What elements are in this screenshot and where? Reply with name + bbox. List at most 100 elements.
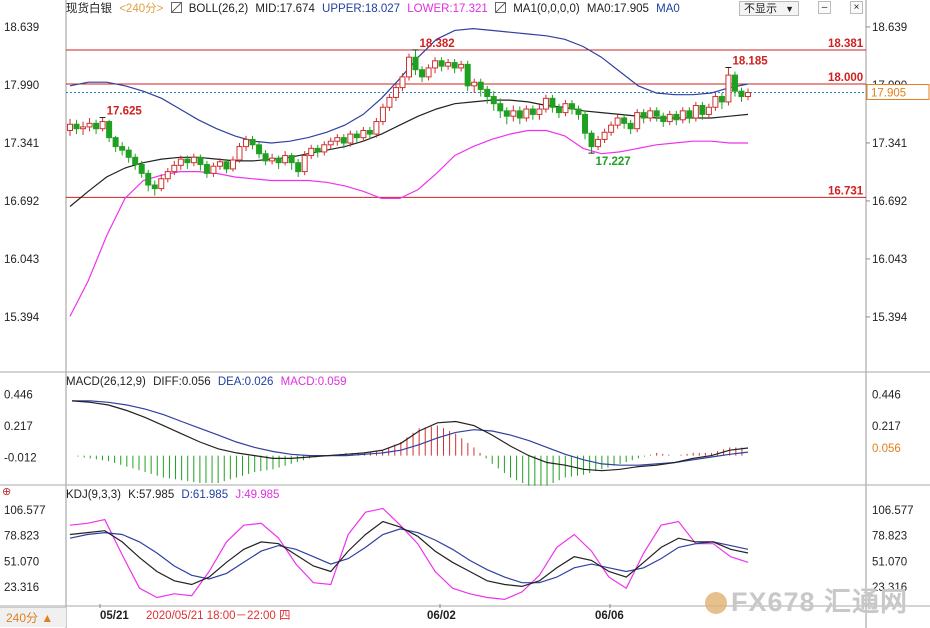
candle-body-75 — [555, 106, 562, 114]
candle-body-99 — [712, 96, 719, 108]
candle-body-70 — [523, 108, 530, 119]
boll-mid-value: MID:17.674 — [255, 3, 315, 15]
y-tick-left-4: 16.043 — [4, 254, 39, 266]
candle-body-25 — [229, 159, 236, 170]
candle-body-59 — [451, 62, 458, 69]
candle-body-87 — [634, 112, 641, 130]
kdj-k-value: K:57.985 — [128, 489, 175, 501]
candle-body-50 — [392, 87, 399, 98]
candle-body-10 — [132, 156, 139, 165]
candle-body-2 — [80, 126, 87, 130]
macd-y-tick-left-1: 0.217 — [4, 421, 33, 433]
ma-icon[interactable] — [495, 2, 506, 13]
candle-body-31 — [269, 157, 276, 162]
hide-indicator-dropdown[interactable]: 不显示 ▼ — [739, 1, 799, 16]
macd-dea-value: DEA:0.026 — [217, 376, 274, 388]
annotation-label-2: 18.185 — [732, 55, 768, 67]
candle-body-76 — [562, 103, 569, 114]
y-tick-left-2: 17.341 — [4, 138, 39, 150]
candle-body-100 — [718, 96, 725, 103]
candle-body-21 — [203, 163, 210, 174]
candle-body-38 — [314, 147, 321, 153]
watermark: FX678 汇通网 — [705, 580, 908, 619]
candle-body-17 — [177, 158, 184, 166]
candle-body-83 — [608, 124, 615, 133]
annotation-label-3: 17.227 — [596, 156, 631, 168]
candle-body-36 — [301, 155, 308, 173]
candle-body-34 — [288, 155, 295, 164]
candle-body-82 — [601, 131, 608, 140]
kdj-header: KDJ(9,3,3) K:57.985 D:61.985 J:49.985 — [66, 487, 283, 503]
candle-body-43 — [347, 133, 354, 144]
boll-icon[interactable] — [170, 2, 182, 13]
candle-body-73 — [542, 97, 549, 110]
annotation-label-1: 18.382 — [420, 38, 455, 50]
kdj-j-value: J:49.985 — [235, 489, 280, 501]
minimize-button[interactable]: – — [818, 1, 831, 14]
candle-body-102 — [731, 74, 738, 92]
candle-body-89 — [647, 110, 654, 119]
candle-body-80 — [588, 132, 595, 148]
kdj-k-line — [69, 520, 749, 588]
kdj-params: KDJ(9,3,3) — [66, 489, 121, 501]
level-label-1: 18.000 — [828, 72, 863, 84]
ma0-label: MA0 — [656, 3, 680, 15]
kdj-j-line — [69, 507, 749, 601]
kdj-y-tick-right-0: 106.577 — [872, 505, 914, 517]
candle-body-14 — [158, 178, 165, 190]
candle-body-85 — [621, 117, 628, 124]
period-selector-tab[interactable]: 240分 ▲ — [0, 607, 66, 627]
candle-body-54 — [419, 69, 426, 78]
candle-body-46 — [366, 129, 373, 135]
y-tick-right-5: 15.394 — [872, 312, 908, 324]
candle-body-93 — [673, 113, 680, 121]
candle-body-84 — [614, 117, 621, 126]
ma1-params: MA1(0,0,0,0) — [513, 3, 580, 15]
y-tick-left-1: 17.990 — [4, 80, 39, 92]
level-label-2: 16.731 — [828, 185, 864, 197]
crosshair-target-icon[interactable]: ⊕ — [2, 486, 12, 498]
candle-body-24 — [223, 161, 230, 170]
candle-body-16 — [171, 164, 178, 173]
boll-upper-value: UPPER:18.027 — [322, 3, 401, 15]
candle-body-35 — [295, 162, 302, 173]
last-price-label: 17.905 — [871, 88, 906, 100]
chevron-down-icon: ▼ — [785, 4, 794, 14]
candle-body-44 — [353, 133, 360, 139]
candle-body-79 — [582, 113, 589, 134]
candle-body-30 — [262, 153, 269, 162]
candle-body-81 — [595, 138, 602, 148]
candle-body-103 — [738, 90, 745, 98]
y-tick-right-0: 18.639 — [872, 22, 907, 34]
boll-upper-line — [69, 27, 749, 144]
candle-body-7 — [112, 137, 119, 148]
candle-body-26 — [236, 146, 243, 161]
last-price-box — [866, 84, 930, 101]
candle-body-65 — [490, 96, 497, 105]
candle-body-45 — [360, 129, 367, 139]
candle-body-5 — [99, 121, 106, 130]
x-label-0606: 06/06 — [595, 610, 624, 622]
y-tick-right-4: 16.043 — [872, 254, 907, 266]
macd-header: MACD(26,12,9) DIFF:0.056 DEA:0.026 MACD:… — [66, 374, 351, 390]
candle-body-58 — [445, 62, 452, 67]
boll-lower-value: LOWER:17.321 — [407, 3, 488, 15]
close-button[interactable]: × — [850, 1, 863, 14]
candle-body-95 — [686, 110, 693, 119]
macd-diff-value: DIFF:0.056 — [153, 376, 211, 388]
hide-label: 不显示 — [744, 3, 777, 15]
candle-body-96 — [692, 104, 699, 119]
candle-body-86 — [627, 122, 634, 130]
kdj-y-tick-left-3: 23.316 — [4, 582, 39, 594]
kdj-d-line — [69, 528, 749, 584]
kdj-y-tick-left-0: 106.577 — [4, 505, 46, 517]
candle-body-91 — [660, 115, 667, 123]
candle-body-56 — [432, 60, 439, 69]
y-tick-right-2: 17.341 — [872, 138, 907, 150]
boll-lower-line — [69, 129, 748, 317]
candle-body-33 — [282, 155, 289, 164]
period-label: <240分> — [119, 3, 164, 15]
candle-body-47 — [373, 121, 380, 135]
kdj-d-value: D:61.985 — [181, 489, 229, 501]
